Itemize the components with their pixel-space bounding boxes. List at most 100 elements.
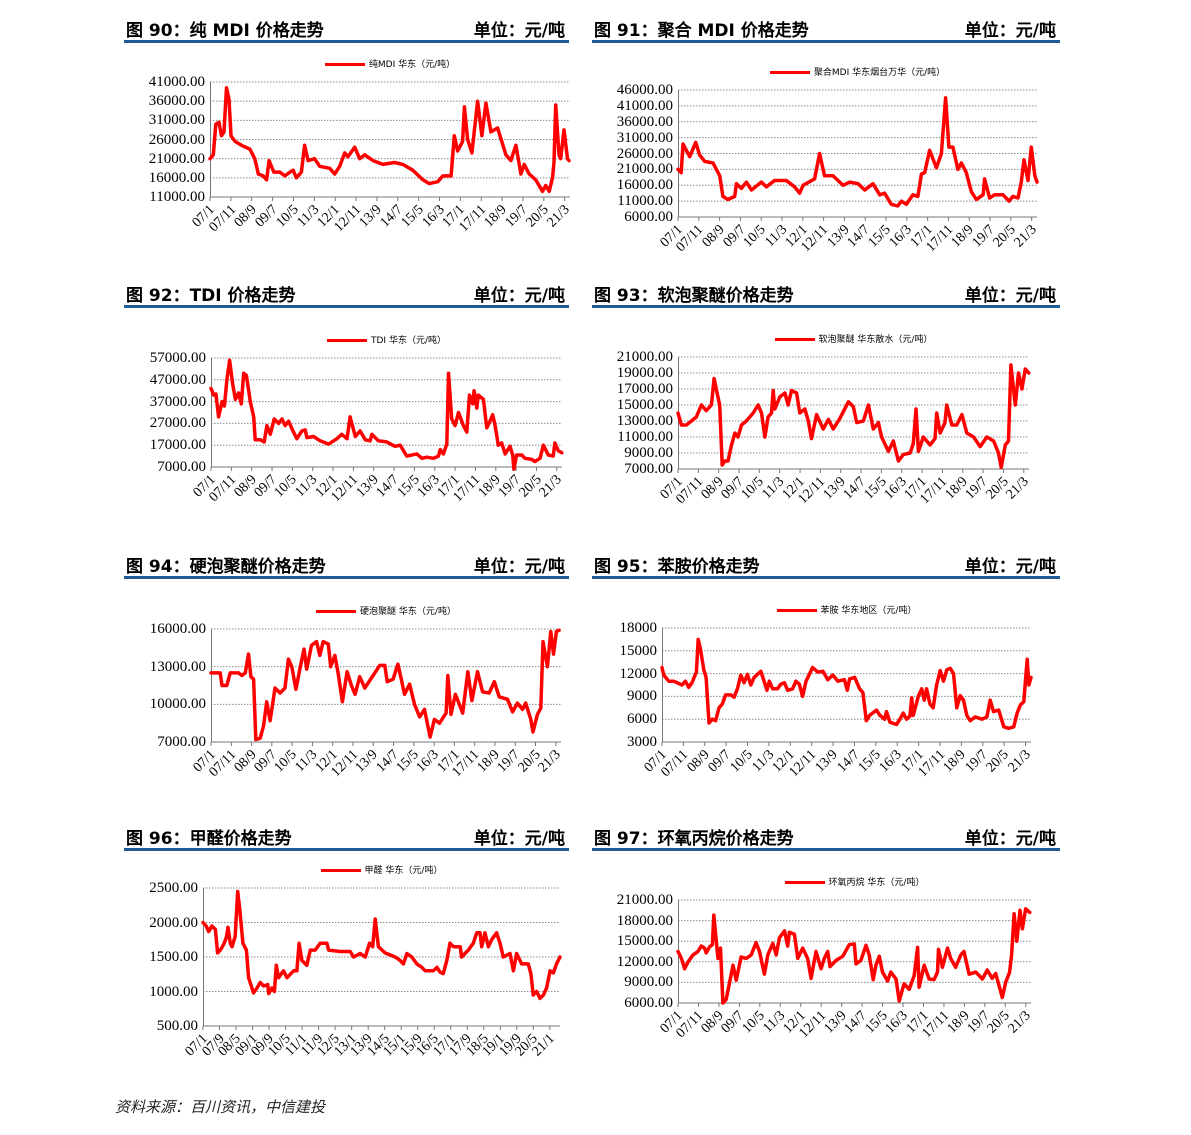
legend: 纯MDI 华东（元/吨） <box>210 60 570 70</box>
legend-swatch <box>774 338 815 341</box>
legend-label: TDI 华东（元/吨） <box>371 336 446 346</box>
x-tick-label: 21/3 <box>1003 474 1032 503</box>
figure-unit: 单位：元/吨 <box>964 21 1056 41</box>
legend-swatch <box>776 609 817 612</box>
figure-title: 图 93：软泡聚醚价格走势 <box>594 286 794 306</box>
price-series-line <box>676 363 1031 470</box>
y-tick-label: 500.00 <box>156 1018 198 1034</box>
axis-lines <box>211 358 562 468</box>
plot-area <box>208 81 571 201</box>
y-tick-label: 1500.00 <box>149 949 198 965</box>
y-tick-label: 11000.00 <box>617 193 673 210</box>
source-note: 资料来源：百川资讯，中信建投 <box>115 1098 326 1116</box>
price-series-line <box>201 889 562 1001</box>
legend: 甲醛 华东（元/吨） <box>203 866 560 876</box>
y-tick-label: 26000.00 <box>148 131 205 148</box>
figure-title: 图 95：苯胺价格走势 <box>594 557 760 577</box>
x-tick-label: 21/3 <box>544 202 573 231</box>
y-tick-label: 19000.00 <box>616 365 673 381</box>
figure-title: 图 90：纯 MDI 价格走势 <box>126 21 324 41</box>
y-tick-label: 21000.00 <box>616 349 673 365</box>
y-tick-label: 6000.00 <box>624 209 673 225</box>
legend-label: 环氧丙烷 华东（元/吨） <box>828 878 925 888</box>
price-series-line <box>209 628 561 742</box>
x-tick-label: 21/3 <box>1011 222 1040 251</box>
price-series-line <box>208 86 571 194</box>
y-tick-label: 26000.00 <box>616 145 673 162</box>
y-tick-label: 15000.00 <box>616 397 673 413</box>
y-tick-label: 47000.00 <box>149 371 206 388</box>
y-tick-label: 6000 <box>627 711 657 728</box>
y-tick-label: 1000.00 <box>149 983 198 1000</box>
y-tick-label: 10000.00 <box>149 696 206 713</box>
y-tick-label: 12000 <box>619 665 658 682</box>
figure-unit: 单位：元/吨 <box>473 829 565 849</box>
legend-swatch <box>784 881 825 884</box>
y-tick-label: 13000.00 <box>149 658 206 675</box>
figure-unit: 单位：元/吨 <box>964 829 1056 849</box>
figure-header-91: 图 91：聚合 MDI 价格走势 单位：元/吨 <box>592 14 1060 43</box>
y-tick-label: 6000.00 <box>624 995 673 1011</box>
chart-formaldehyde: 500.00 1000.00 1500.00 2000.00 2500.00 07/1 07… <box>149 866 562 1059</box>
y-tick-label: 13000.00 <box>616 413 673 429</box>
figure-title: 图 94：硬泡聚醚价格走势 <box>126 557 326 577</box>
figure-title: 图 97：环氧丙烷价格走势 <box>594 829 794 849</box>
x-tick-label: 21/3 <box>1005 1008 1034 1037</box>
y-tick-label: 18000 <box>619 620 658 636</box>
x-tick-label: 21/3 <box>536 472 565 501</box>
legend-label: 软泡聚醚 华东散水（元/吨） <box>818 335 933 345</box>
plot-area <box>201 887 562 1030</box>
x-tick-label: 21/3 <box>535 747 564 776</box>
y-tick-label: 21000.00 <box>616 161 673 178</box>
y-tick-label: 41000.00 <box>616 97 673 114</box>
y-tick-label: 11000.00 <box>149 189 205 205</box>
figure-unit: 单位：元/吨 <box>473 557 565 577</box>
plot-area <box>676 356 1031 473</box>
figure-header-93: 图 93：软泡聚醚价格走势 单位：元/吨 <box>592 279 1060 308</box>
legend-label: 纯MDI 华东（元/吨） <box>368 60 456 70</box>
y-tick-label: 3000 <box>627 734 657 750</box>
chart-propylene-oxide: 6000.00 9000.00 12000.00 15000.00 18000.00 21… <box>617 878 1034 1041</box>
y-tick-label: 15000 <box>619 642 658 659</box>
y-tick-label: 7000.00 <box>157 459 206 475</box>
legend-label: 硬泡聚醚 华东（元/吨） <box>360 607 456 617</box>
price-series-line <box>676 96 1039 208</box>
y-tick-label: 46000.00 <box>616 82 673 98</box>
y-tick-label: 17000.00 <box>149 437 206 454</box>
figure-header-95: 图 95：苯胺价格走势 单位：元/吨 <box>592 550 1060 579</box>
price-series-line <box>660 637 1033 731</box>
figure-header-92: 图 92：TDI 价格走势 单位：元/吨 <box>124 279 569 308</box>
legend: 环氧丙烷 华东（元/吨） <box>678 878 1031 888</box>
y-tick-label: 2000.00 <box>149 914 198 931</box>
figure-unit: 单位：元/吨 <box>964 286 1056 306</box>
figure-title: 图 92：TDI 价格走势 <box>126 286 296 306</box>
chart-pure-mdi: 11000.00 16000.00 21000.00 26000.00 31000.00… <box>149 60 573 235</box>
y-tick-label: 36000.00 <box>616 113 673 130</box>
legend: 硬泡聚醚 华东（元/吨） <box>211 607 561 617</box>
y-tick-label: 31000.00 <box>148 112 205 129</box>
y-tick-label: 7000.00 <box>624 461 673 477</box>
legend-swatch <box>324 63 365 66</box>
y-tick-label: 2500.00 <box>149 880 198 896</box>
y-tick-label: 9000.00 <box>624 974 673 991</box>
y-tick-label: 41000.00 <box>148 74 205 90</box>
y-tick-label: 18000.00 <box>616 912 673 929</box>
y-tick-label: 11000.00 <box>617 429 673 445</box>
legend: 软泡聚醚 华东散水（元/吨） <box>678 335 1029 345</box>
chart-polymeric-mdi: 6000.00 11000.00 16000.00 21000.00 26000.00 3… <box>617 68 1040 255</box>
y-tick-label: 57000.00 <box>149 350 206 366</box>
figure-unit: 单位：元/吨 <box>473 21 565 41</box>
y-tick-label: 27000.00 <box>149 415 206 432</box>
y-tick-label: 9000.00 <box>624 445 673 461</box>
y-tick-label: 31000.00 <box>616 129 673 146</box>
legend-label: 甲醛 华东（元/吨） <box>364 866 443 876</box>
legend-swatch <box>327 339 367 342</box>
plot-area <box>660 627 1033 746</box>
figure-unit: 单位：元/吨 <box>473 286 565 306</box>
legend: 聚合MDI 华东烟台万华（元/吨） <box>678 68 1037 78</box>
legend-swatch <box>316 610 357 613</box>
figure-header-96: 图 96：甲醛价格走势 单位：元/吨 <box>124 822 569 851</box>
figure-header-90: 图 90：纯 MDI 价格走势 单位：元/吨 <box>124 14 569 43</box>
y-tick-label: 21000.00 <box>148 150 205 167</box>
y-tick-label: 15000.00 <box>616 933 673 950</box>
